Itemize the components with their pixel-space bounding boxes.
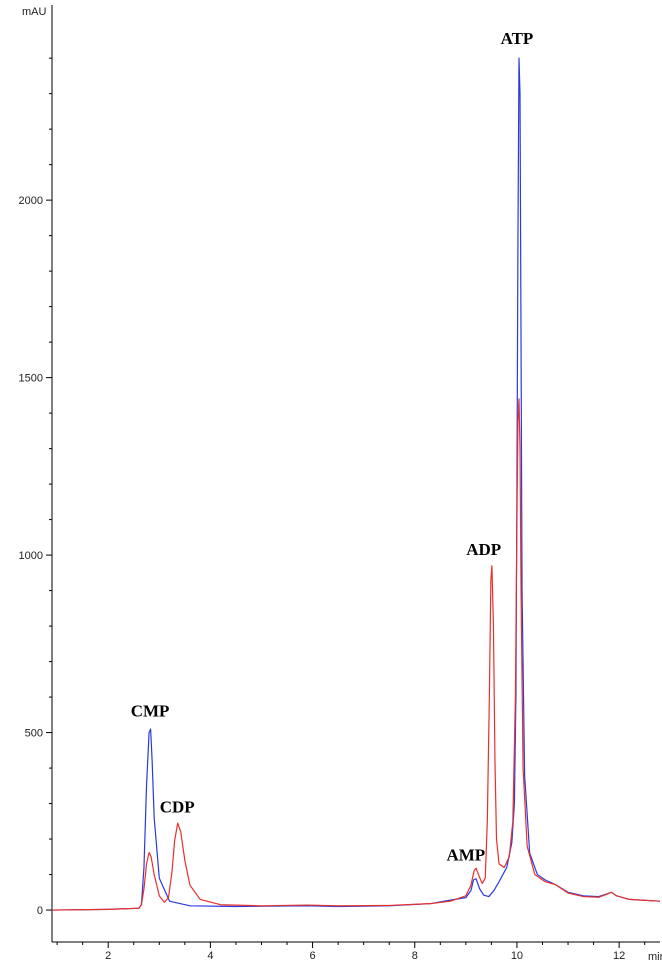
y-axis-ticks: 0 500 1000 1500 2000 [19,57,52,917]
x-axis-ticks: 2 4 6 8 10 12 [56,942,646,960]
peak-label-cdp: CDP [160,797,195,816]
series-line-red-trace [51,398,661,911]
x-tick-label: 2 [105,950,111,960]
peak-label-amp: AMP [446,845,485,864]
x-tick-label: 6 [310,950,316,960]
x-tick-label: 4 [207,950,213,960]
y-tick-label: 2000 [19,195,43,207]
x-tick-label: 12 [613,950,625,960]
peak-label-atp: ATP [501,29,534,48]
series-layer [51,57,661,911]
y-tick-label: 0 [37,905,43,917]
x-axis-label: min [648,951,662,960]
peak-label-adp: ADP [466,540,501,559]
y-tick-label: 1500 [19,373,43,385]
peak-label-cmp: CMP [131,702,170,721]
y-tick-label: 1000 [19,550,43,562]
peak-annotations: CMP CDP AMP ADP ATP [131,29,534,864]
y-tick-label: 500 [25,728,43,740]
x-tick-label: 8 [412,950,418,960]
x-tick-label: 10 [511,950,523,960]
y-axis-label: mAU [22,6,47,18]
